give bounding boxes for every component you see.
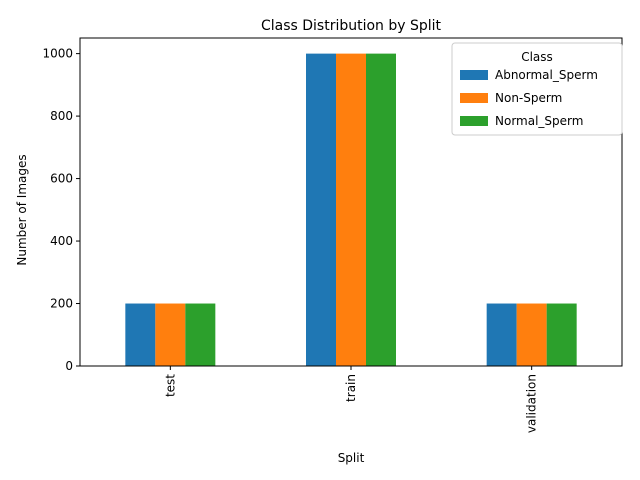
bar-abnormal_sperm-train [306, 53, 336, 366]
x-tick-label: validation [525, 374, 539, 433]
bar-abnormal_sperm-validation [486, 303, 517, 366]
legend-swatch [460, 116, 488, 126]
x-tick-label: train [344, 374, 358, 402]
bar-normal_sperm-validation [546, 303, 577, 366]
y-tick-label: 1000 [42, 47, 73, 61]
bars-group [125, 53, 577, 366]
legend-label: Abnormal_Sperm [495, 68, 598, 82]
x-axis-label: Split [338, 451, 365, 465]
legend-swatch [460, 70, 488, 80]
bar-normal_sperm-train [366, 53, 396, 366]
plot-frame [79, 37, 623, 367]
bar-normal_sperm-test [185, 303, 216, 366]
bar-non-sperm-validation [516, 303, 547, 366]
y-tick-label: 400 [50, 234, 73, 248]
legend-title: Class [521, 50, 553, 64]
x-axis: test train validation [163, 366, 539, 433]
legend-label: Non-Sperm [495, 91, 562, 105]
bar-non-sperm-train [336, 53, 366, 366]
bar-abnormal_sperm-test [125, 303, 156, 366]
chart-title: Class Distribution by Split [261, 18, 442, 34]
y-tick-label: 600 [50, 172, 73, 186]
legend-label: Normal_Sperm [495, 114, 583, 128]
legend: Class Abnormal_Sperm Non-Sperm Normal_Sper… [451, 42, 623, 136]
plot-border [79, 37, 623, 367]
legend-swatch [460, 93, 488, 103]
y-axis: 0 200 400 600 800 1000 [42, 47, 80, 373]
bar-non-sperm-test [155, 303, 186, 366]
y-axis-label: Number of Images [15, 154, 29, 265]
y-tick-label: 200 [50, 297, 73, 311]
legend-frame [451, 42, 623, 136]
y-tick-label: 0 [65, 359, 73, 373]
legend-items: Abnormal_Sperm Non-Sperm Normal_Sperm [460, 68, 598, 128]
y-tick-label: 800 [50, 109, 73, 123]
x-tick-label: test [163, 374, 177, 397]
